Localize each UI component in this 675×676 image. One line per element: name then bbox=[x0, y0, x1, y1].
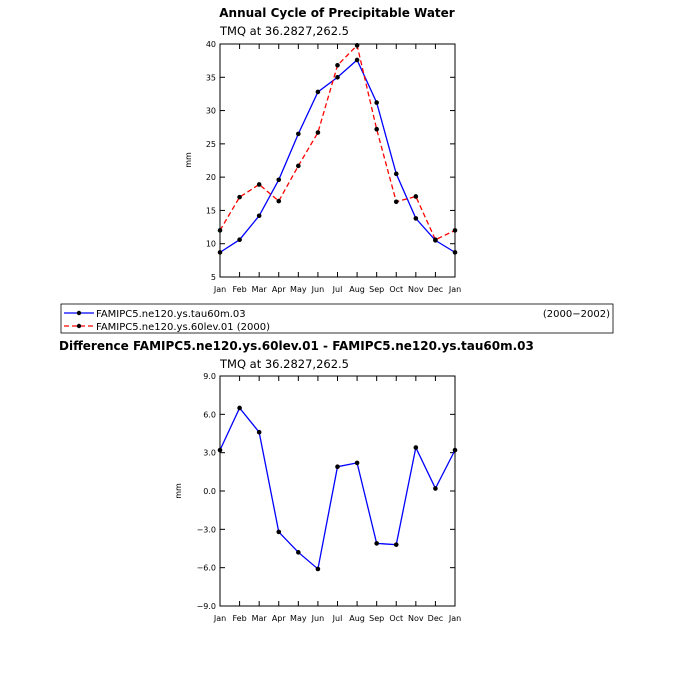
x-tick-label: Jan bbox=[213, 285, 226, 294]
data-point bbox=[315, 566, 321, 572]
x-tick-label: Mar bbox=[252, 285, 268, 294]
chart2-title: Difference FAMIPC5.ne120.ys.60lev.01 - F… bbox=[59, 339, 534, 353]
chart2-points bbox=[217, 405, 458, 572]
data-point bbox=[256, 182, 262, 187]
data-point bbox=[393, 542, 399, 547]
data-point bbox=[276, 198, 282, 204]
x-tick-label: Oct bbox=[389, 614, 403, 623]
chart2-ylabel: mm bbox=[174, 483, 183, 499]
data-point bbox=[296, 163, 301, 169]
data-point bbox=[237, 237, 242, 243]
legend-marker-1 bbox=[76, 310, 82, 316]
x-tick-label: Feb bbox=[232, 285, 246, 294]
data-point bbox=[276, 529, 282, 535]
x-tick-label: Jun bbox=[311, 614, 325, 623]
x-tick-label: Dec bbox=[428, 614, 443, 623]
data-point bbox=[433, 237, 438, 243]
chart1-subtitle: TMQ at 36.2827,262.5 bbox=[219, 24, 349, 38]
chart2-subtitle: TMQ at 36.2827,262.5 bbox=[219, 357, 349, 371]
annual-cycle-chart: Annual Cycle of Precipitable Water TMQ a… bbox=[184, 6, 461, 294]
data-point bbox=[237, 194, 242, 200]
chart1-frame bbox=[219, 43, 456, 278]
y-tick-label: 20 bbox=[206, 173, 216, 182]
x-tick-label: Apr bbox=[272, 285, 287, 294]
y-tick-label: 3.0 bbox=[203, 449, 216, 458]
chart2-frame bbox=[219, 375, 456, 607]
data-point bbox=[374, 126, 379, 132]
data-point bbox=[374, 541, 379, 546]
y-tick-label: 6.0 bbox=[203, 410, 216, 419]
data-point bbox=[315, 89, 321, 95]
data-point bbox=[335, 63, 340, 68]
data-point bbox=[335, 74, 340, 80]
y-tick-label: 35 bbox=[206, 73, 216, 82]
x-tick-label: Aug bbox=[349, 285, 365, 294]
legend-period: (2000−2002) bbox=[543, 309, 610, 320]
y-tick-label: 15 bbox=[206, 206, 216, 215]
series-line bbox=[219, 58, 456, 253]
data-point bbox=[374, 100, 379, 105]
data-point bbox=[296, 550, 301, 555]
data-point bbox=[276, 177, 282, 183]
data-point bbox=[335, 464, 340, 470]
x-tick-label: Sep bbox=[369, 614, 384, 623]
data-point bbox=[393, 171, 399, 177]
y-tick-label: −6.0 bbox=[197, 564, 216, 573]
data-point bbox=[433, 486, 438, 491]
x-tick-label: Apr bbox=[272, 614, 287, 623]
y-tick-label: 10 bbox=[206, 240, 216, 249]
y-tick-label: −3.0 bbox=[197, 525, 216, 534]
data-point bbox=[393, 199, 399, 205]
chart1-title: Annual Cycle of Precipitable Water bbox=[219, 6, 455, 20]
x-tick-label: Jan bbox=[213, 614, 226, 623]
data-point bbox=[413, 216, 419, 221]
legend-box bbox=[60, 303, 614, 334]
x-tick-label: Jul bbox=[332, 285, 343, 294]
chart1-ylabel: mm bbox=[184, 152, 193, 168]
y-tick-label: 40 bbox=[206, 40, 216, 49]
x-tick-label: Nov bbox=[408, 614, 424, 623]
x-tick-label: May bbox=[290, 285, 307, 294]
data-point bbox=[315, 130, 321, 135]
y-tick-label: 25 bbox=[206, 140, 216, 149]
y-tick-label: −9.0 bbox=[197, 602, 216, 611]
x-tick-label: Jul bbox=[332, 614, 343, 623]
legend-label-1: FAMIPC5.ne120.ys.tau60m.03 bbox=[96, 309, 246, 320]
x-tick-label: Sep bbox=[369, 285, 384, 294]
x-tick-label: Dec bbox=[428, 285, 443, 294]
y-tick-label: 0.0 bbox=[203, 487, 216, 496]
chart1-points bbox=[217, 43, 458, 255]
y-tick-label: 9.0 bbox=[203, 372, 216, 381]
series-line bbox=[219, 406, 456, 571]
chart2-series bbox=[219, 406, 456, 571]
x-tick-label: Nov bbox=[408, 285, 424, 294]
x-tick-label: Aug bbox=[349, 614, 365, 623]
data-point bbox=[256, 429, 262, 435]
data-point bbox=[413, 194, 419, 199]
legend-label-2: FAMIPC5.ne120.ys.60lev.01 (2000) bbox=[96, 322, 270, 333]
data-point bbox=[354, 57, 360, 63]
chart1-axes: 5 10 15 20 25 30 35 40 Jan Feb Mar Apr May Jun Jul Aug S… bbox=[206, 40, 461, 294]
legend: FAMIPC5.ne120.ys.tau60m.03 FAMIPC5.ne120… bbox=[60, 303, 614, 334]
series-line bbox=[219, 44, 456, 241]
x-tick-label: Oct bbox=[389, 285, 403, 294]
x-tick-label: Jan bbox=[448, 614, 461, 623]
y-tick-label: 30 bbox=[206, 107, 216, 116]
data-point bbox=[354, 460, 360, 466]
x-tick-label: Feb bbox=[232, 614, 246, 623]
difference-chart: Difference FAMIPC5.ne120.ys.60lev.01 - F… bbox=[59, 339, 534, 623]
data-point bbox=[413, 445, 419, 450]
x-tick-label: Jun bbox=[311, 285, 325, 294]
chart2-axes: −9.0 −6.0 −3.0 0.0 3.0 6.0 9.0 Jan Feb Mar Apr May J… bbox=[197, 372, 462, 623]
x-tick-label: Jan bbox=[448, 285, 461, 294]
x-tick-label: May bbox=[290, 614, 307, 623]
data-point bbox=[256, 213, 262, 219]
legend-marker-2 bbox=[76, 323, 82, 329]
data-point bbox=[296, 131, 301, 137]
x-tick-label: Mar bbox=[252, 614, 268, 623]
data-point bbox=[237, 405, 242, 411]
y-tick-label: 5 bbox=[211, 273, 216, 282]
